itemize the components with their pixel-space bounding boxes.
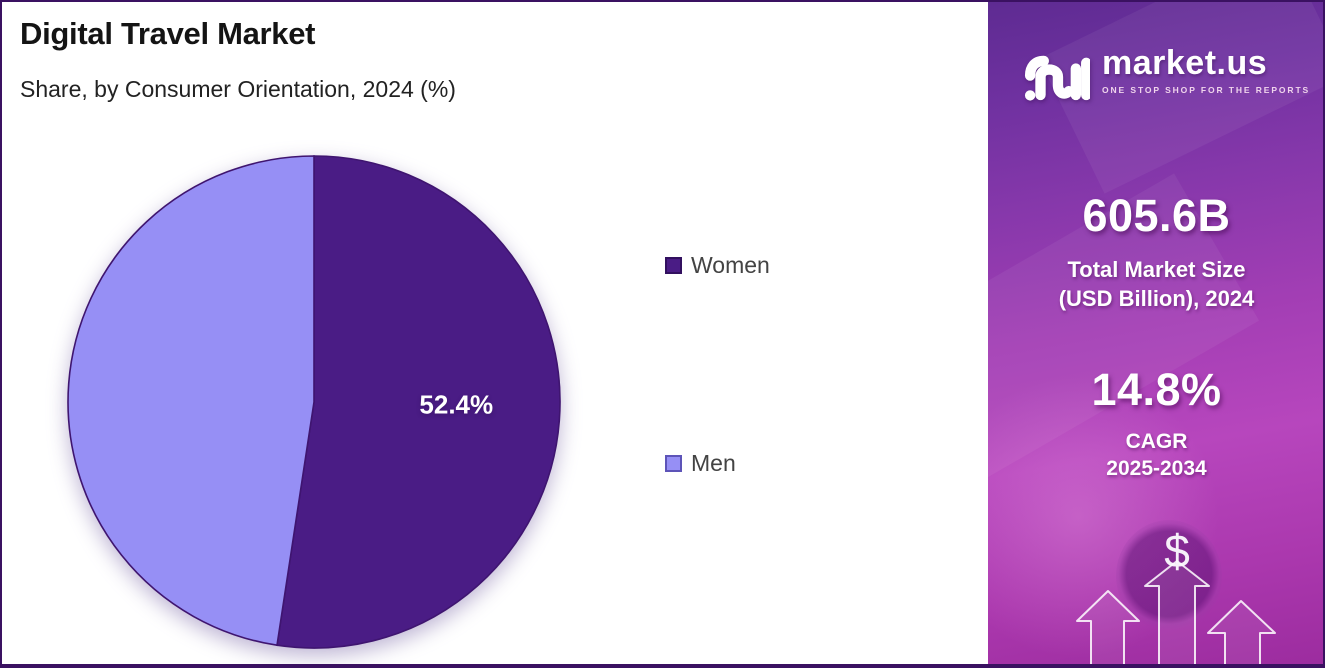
dollar-icon: $ (1164, 525, 1190, 577)
legend-item-women: Women (665, 252, 770, 279)
legend-label-men: Men (691, 450, 736, 476)
chart-subtitle: Share, by Consumer Orientation, 2024 (%) (20, 76, 456, 102)
chart-title: Digital Travel Market (20, 16, 316, 51)
pie-slice-women (276, 155, 561, 649)
legend-item-men: Men (665, 450, 736, 477)
marketus-logo-icon (1024, 55, 1090, 101)
pie-slice-value-label: 52.4% (419, 389, 494, 420)
pie-chart (67, 155, 561, 649)
pie-slice-men (67, 155, 315, 647)
legend-swatch-men (665, 455, 682, 472)
stat-market-size-value: 605.6B (1082, 190, 1231, 241)
stat-market-size-label-line1: Total Market Size (1067, 257, 1246, 282)
stat-market-size-label-line2: (USD Billion), 2024 (1058, 285, 1255, 311)
legend-label-women: Women (691, 252, 770, 278)
coffee-cup-photo-circle (1116, 520, 1222, 632)
brand-sidebar: $ market.us ONE STOP SHOP FOR THE REPORT… (988, 2, 1323, 664)
legend-swatch-women (665, 257, 682, 274)
brand-logo: market.us ONE STOP SHOP FOR THE REPORTS (1024, 46, 1310, 104)
stat-cagr-label-line2: 2025-2034 (1106, 457, 1207, 481)
stat-total-market-size: 605.6B Total Market Size (USD Billion), … (988, 190, 1323, 313)
brand-name: market.us (1102, 44, 1268, 82)
stat-cagr-label-line1: CAGR (1125, 430, 1188, 453)
stat-cagr-value: 14.8% (1091, 364, 1222, 415)
brand-tagline: ONE STOP SHOP FOR THE REPORTS (1102, 85, 1311, 95)
growth-arrows-icon (1076, 560, 1276, 664)
stat-cagr: 14.8% CAGR 2025-2034 (988, 364, 1323, 483)
